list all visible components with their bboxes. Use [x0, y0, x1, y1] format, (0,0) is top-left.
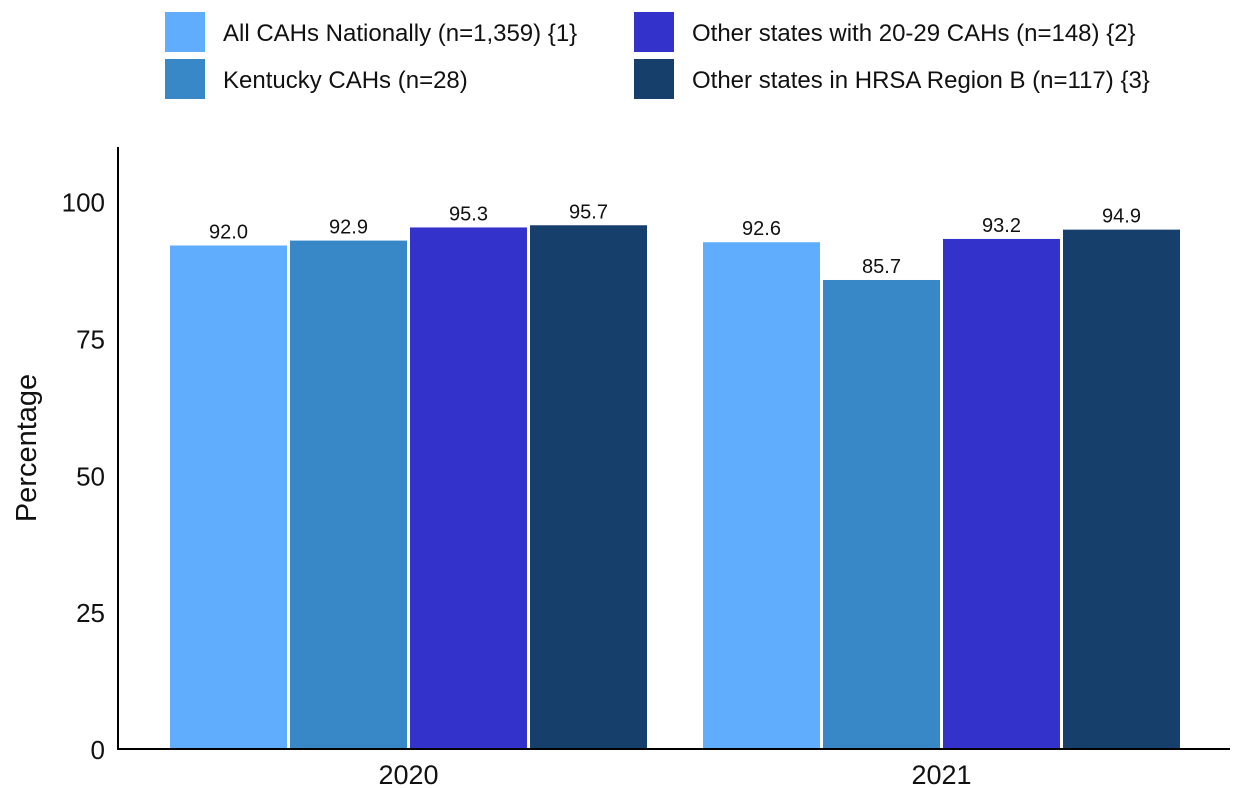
bar-value-label-2021-series-4: 94.9: [1102, 206, 1141, 228]
bar-2021-series-2: [823, 279, 940, 749]
legend-label-3: Other states with 20-29 CAHs (n=148) {2}: [692, 20, 1136, 47]
bar-labels-group: 92.0 92.9 95.3 95.7 92.6 85.7 93.2 94.9: [209, 201, 1141, 278]
x-category-label-2020: 2020: [378, 760, 438, 788]
legend-label-2: Kentucky CAHs (n=28): [223, 67, 468, 94]
bar-value-label-2020-series-3: 95.3: [449, 203, 488, 225]
legend-label-1: All CAHs Nationally (n=1,359) {1}: [223, 20, 577, 47]
legend: All CAHs Nationally (n=1,359) {1} Other s…: [165, 12, 1150, 99]
bar-value-label-2021-series-3: 93.2: [982, 215, 1021, 237]
legend-swatch-3: [634, 12, 674, 52]
bar-2020-series-4: [530, 225, 647, 749]
legend-swatch-4: [634, 59, 674, 99]
bar-2021-series-1: [703, 242, 820, 749]
x-category-label-2021: 2021: [911, 760, 971, 788]
bars-group: [170, 225, 1180, 750]
bar-2020-series-1: [170, 245, 287, 749]
y-tick-label-100: 100: [62, 188, 105, 218]
legend-label-4: Other states in HRSA Region B (n=117) {3…: [692, 67, 1150, 94]
legend-swatch-2: [165, 59, 205, 99]
bar-value-label-2021-series-1: 92.6: [742, 218, 781, 240]
y-tick-label-25: 25: [76, 598, 105, 628]
y-tick-label-75: 75: [76, 325, 105, 355]
legend-swatch-1: [165, 12, 205, 52]
bar-value-label-2020-series-2: 92.9: [329, 217, 368, 239]
bar-2020-series-3: [410, 227, 527, 749]
bar-2021-series-4: [1063, 229, 1180, 749]
y-tick-label-0: 0: [91, 735, 105, 765]
bar-value-label-2020-series-1: 92.0: [209, 222, 248, 244]
bar-2021-series-3: [943, 238, 1060, 749]
bar-value-label-2020-series-4: 95.7: [569, 201, 608, 223]
bar-value-label-2021-series-2: 85.7: [862, 256, 901, 278]
axes-group: 0 25 50 75 100 2020 2021: [62, 147, 1230, 788]
y-tick-label-50: 50: [76, 461, 105, 491]
y-axis-label: Percentage: [11, 374, 43, 522]
bar-2020-series-2: [290, 240, 407, 750]
